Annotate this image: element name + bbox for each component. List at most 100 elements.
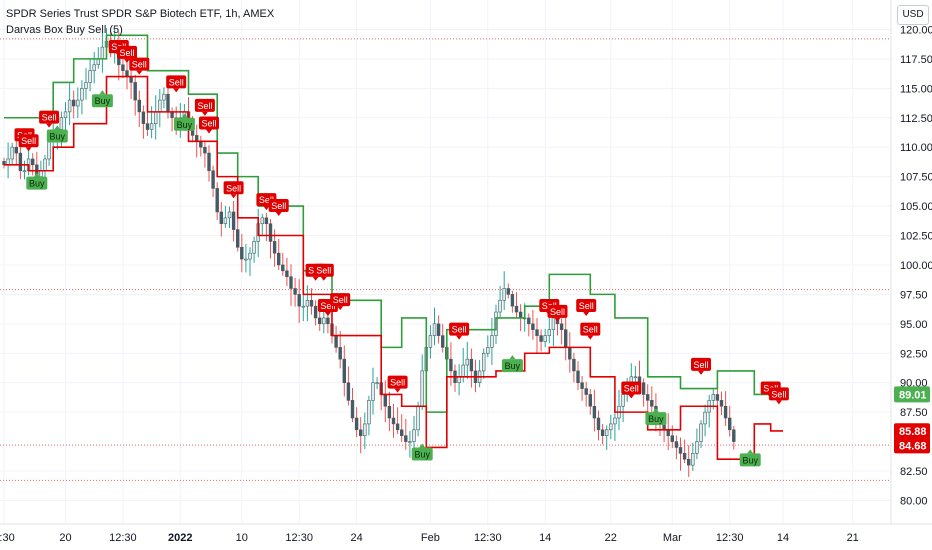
- candle-body: [535, 329, 539, 336]
- candle-body: [80, 88, 84, 101]
- candle-body: [285, 270, 289, 278]
- price-badge-text: 84.68: [899, 440, 927, 452]
- candle-body: [502, 288, 506, 301]
- price-tick-label: 87.50: [900, 407, 928, 419]
- signal-pointer: [394, 388, 401, 393]
- signal-text: Sell: [42, 113, 57, 123]
- price-tick-label: 120.00: [900, 24, 932, 36]
- candle-body: [211, 170, 215, 189]
- sell-signal-label: Sell: [129, 57, 150, 75]
- price-tick-label: 117.50: [900, 54, 932, 66]
- price-badge-box: [894, 437, 930, 454]
- signal-pointer: [747, 449, 754, 454]
- symbol-title[interactable]: SPDR Series Trust SPDR S&P Biotech ETF, …: [6, 8, 275, 20]
- signal-text: Sell: [21, 136, 36, 146]
- price-tick-label: 107.50: [900, 172, 932, 184]
- signal-pointer: [275, 211, 282, 216]
- signal-box: [194, 98, 215, 112]
- signal-pointer: [46, 123, 53, 128]
- candle-body: [588, 394, 593, 407]
- signal-pointer: [775, 400, 782, 405]
- candle-body: [465, 358, 469, 366]
- signal-box: [46, 129, 68, 143]
- candle-body: [568, 347, 572, 360]
- chart-legend: SPDR Series Trust SPDR S&P Biotech ETF, …: [6, 6, 274, 38]
- candle-body: [691, 453, 695, 466]
- candle-body: [100, 46, 105, 60]
- signal-box: [330, 293, 351, 307]
- darvas-bottom-line: [4, 75, 783, 461]
- candle-body: [572, 358, 576, 372]
- signal-box: [387, 375, 408, 389]
- candle-body: [699, 423, 703, 442]
- signal-pointer: [312, 276, 319, 281]
- signal-text: Sell: [390, 378, 405, 388]
- candle-body: [145, 123, 150, 130]
- candle-body: [715, 394, 720, 401]
- candle-body: [215, 188, 219, 213]
- signal-pointer: [419, 443, 426, 448]
- signal-box: [268, 198, 289, 212]
- candle-body: [43, 158, 47, 172]
- candle-body: [346, 382, 351, 401]
- candle-body: [531, 323, 535, 331]
- candle-body: [317, 317, 322, 325]
- price-tick-label: 105.00: [900, 201, 932, 213]
- signal-box: [313, 263, 334, 277]
- signal-box: [26, 176, 48, 190]
- candle-body: [719, 400, 724, 407]
- buy-signal-label: Buy: [739, 449, 761, 467]
- price-tick-label: 100.00: [900, 260, 932, 272]
- time-axis[interactable]: 2:30 20 12:30 2022 10 12:30 24 Feb 12:30 14 22 Mar 1…: [0, 532, 859, 544]
- signal-pointer: [230, 194, 237, 199]
- time-tick-label: 10: [236, 532, 248, 544]
- signal-pointer: [628, 394, 635, 399]
- candle-body: [264, 217, 269, 225]
- signal-pointer: [124, 58, 130, 63]
- signal-text: Sell: [550, 307, 565, 317]
- candle-body: [195, 135, 199, 142]
- signal-text: Buy: [29, 179, 45, 189]
- price-axis[interactable]: 120.00 117.50 115.00 112.50 110.00 107.50 105.…: [900, 24, 932, 507]
- reference-lines: [0, 38, 891, 481]
- time-tick-label: 12:30: [109, 532, 137, 544]
- candle-body: [39, 170, 43, 177]
- candle-body: [547, 329, 552, 336]
- candle-body: [289, 276, 293, 289]
- price-badge: 84.68: [894, 437, 930, 454]
- indicator-title[interactable]: Darvas Box Buy Sell (5): [6, 24, 123, 36]
- signal-text: Sell: [197, 101, 212, 111]
- candle-body: [387, 405, 392, 419]
- candle-body: [703, 411, 707, 425]
- candle-body: [260, 217, 264, 225]
- signal-text: Sell: [201, 119, 216, 129]
- candle-body: [645, 394, 650, 401]
- candle-body: [420, 370, 424, 407]
- candle-body: [301, 305, 305, 308]
- candle-body: [358, 429, 363, 436]
- candle-body: [166, 93, 170, 113]
- signal-text: Sell: [132, 60, 147, 70]
- signal-pointer: [25, 147, 32, 152]
- candle-body: [469, 358, 474, 372]
- candle-body: [563, 329, 568, 348]
- sell-signal-label: Sell: [39, 110, 60, 128]
- price-tick-label: 112.50: [900, 113, 932, 125]
- signal-box: [621, 381, 642, 395]
- candle-body: [268, 223, 273, 242]
- sell-signal-label: Sell: [199, 116, 219, 134]
- signal-labels: SellSellBuySellBuyBuySellSellSellSellBuy…: [14, 39, 789, 467]
- candle-body: [293, 288, 297, 295]
- currency-button[interactable]: USD: [897, 5, 929, 25]
- signal-box: [199, 116, 219, 130]
- sell-signal-label: Sell: [621, 381, 642, 399]
- signal-text: Buy: [177, 120, 193, 130]
- candle-body: [76, 99, 80, 107]
- signal-text: Sell: [693, 360, 708, 370]
- candle-body: [686, 458, 691, 466]
- candle-body: [621, 394, 625, 407]
- candle-body: [88, 70, 92, 83]
- signal-box: [645, 412, 667, 426]
- candle-body: [276, 252, 281, 266]
